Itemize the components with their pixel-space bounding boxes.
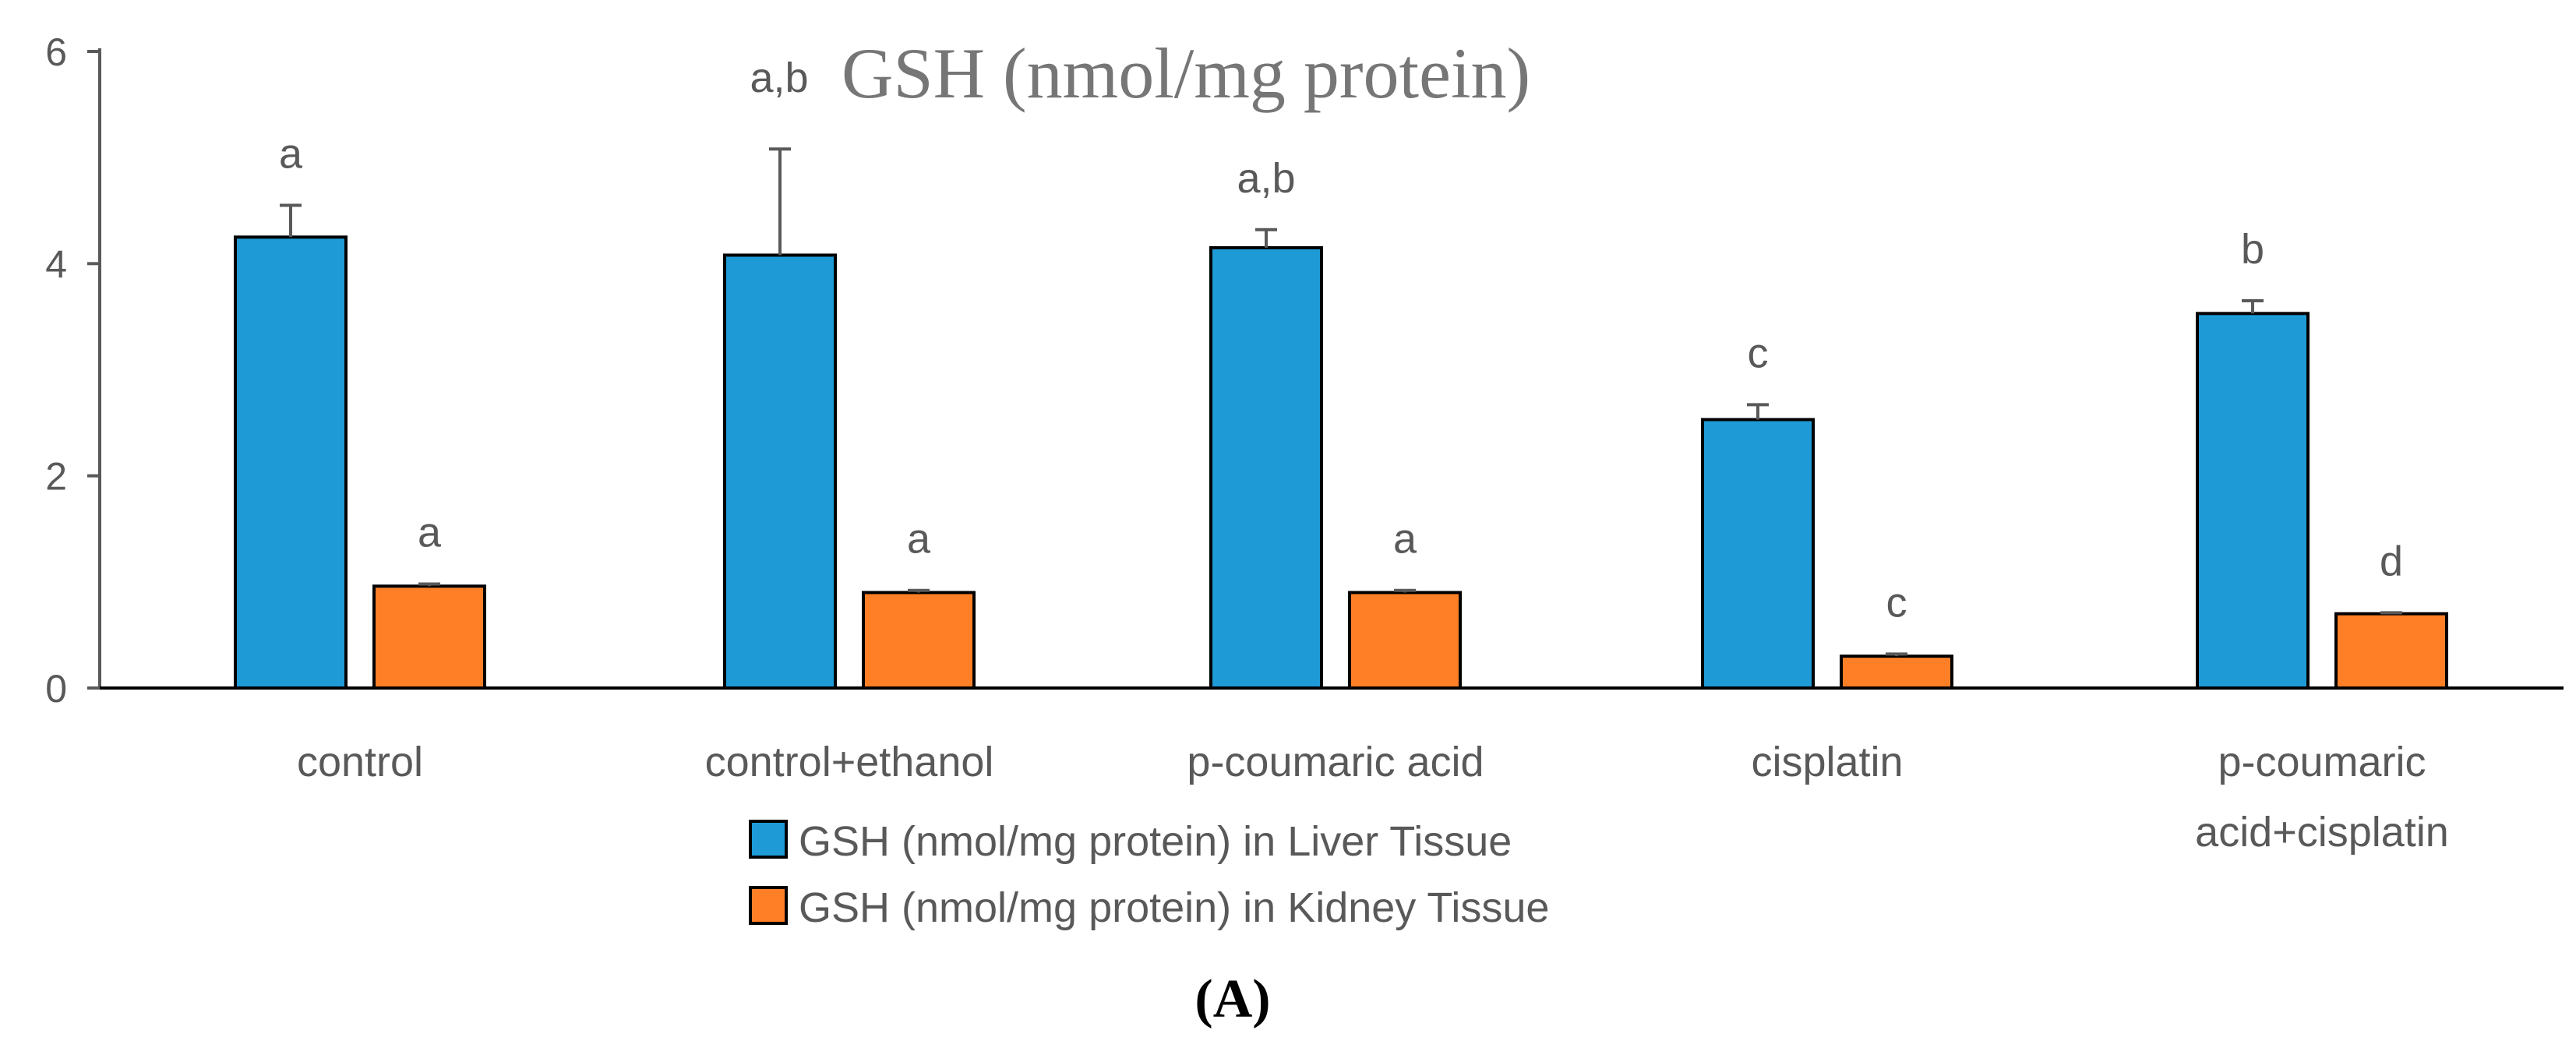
figure-caption: (A) — [1194, 969, 1270, 1029]
significance-label: c — [1886, 579, 1907, 626]
bar-kidney — [1348, 591, 1462, 690]
bar-kidney — [372, 584, 486, 690]
bar-liver — [2196, 312, 2310, 690]
legend-swatch-liver — [749, 820, 788, 859]
bar-liver — [1209, 245, 1323, 690]
legend-label-kidney: GSH (nmol/mg protein) in Kidney Tissue — [799, 884, 1549, 931]
significance-label: d — [2380, 538, 2403, 584]
x-category-label: control+ethanol — [705, 739, 994, 785]
y-tick-label: 0 — [45, 667, 67, 711]
bar-kidney — [1840, 655, 1953, 690]
legend: GSH (nmol/mg protein) in Liver Tissue GS… — [749, 818, 1549, 931]
y-tick-label: 4 — [45, 242, 67, 286]
bars — [234, 147, 2448, 690]
y-tick-label: 2 — [45, 455, 67, 499]
bar-liver — [1701, 418, 1815, 690]
bar-kidney — [2334, 612, 2448, 690]
x-category-label: control — [297, 739, 423, 785]
significance-label: a — [279, 130, 303, 177]
significance-label: a — [418, 510, 442, 556]
chart-title: GSH (nmol/mg protein) — [842, 34, 1530, 113]
significance-label: a — [1393, 516, 1417, 563]
y-tick-label: 6 — [45, 30, 67, 74]
x-category-label: p-coumaric — [2218, 739, 2426, 785]
significance-label: c — [1748, 330, 1769, 376]
legend-label-liver: GSH (nmol/mg protein) in Liver Tissue — [799, 818, 1512, 865]
bar-kidney — [862, 591, 976, 690]
significance-label: a,b — [1237, 155, 1295, 202]
significance-labels: a a a a,b a c c b d — [279, 130, 2403, 626]
title-prefix-label: a,b — [750, 55, 808, 101]
bar-liver — [723, 253, 837, 690]
significance-label: b — [2241, 226, 2264, 273]
bar-liver — [234, 235, 348, 690]
x-category-label: p-coumaric acid — [1187, 739, 1484, 785]
x-category-label: acid+cisplatin — [2195, 809, 2449, 856]
legend-swatch-kidney — [749, 886, 788, 925]
x-category-label: cisplatin — [1751, 739, 1903, 785]
significance-label: a — [907, 516, 931, 563]
